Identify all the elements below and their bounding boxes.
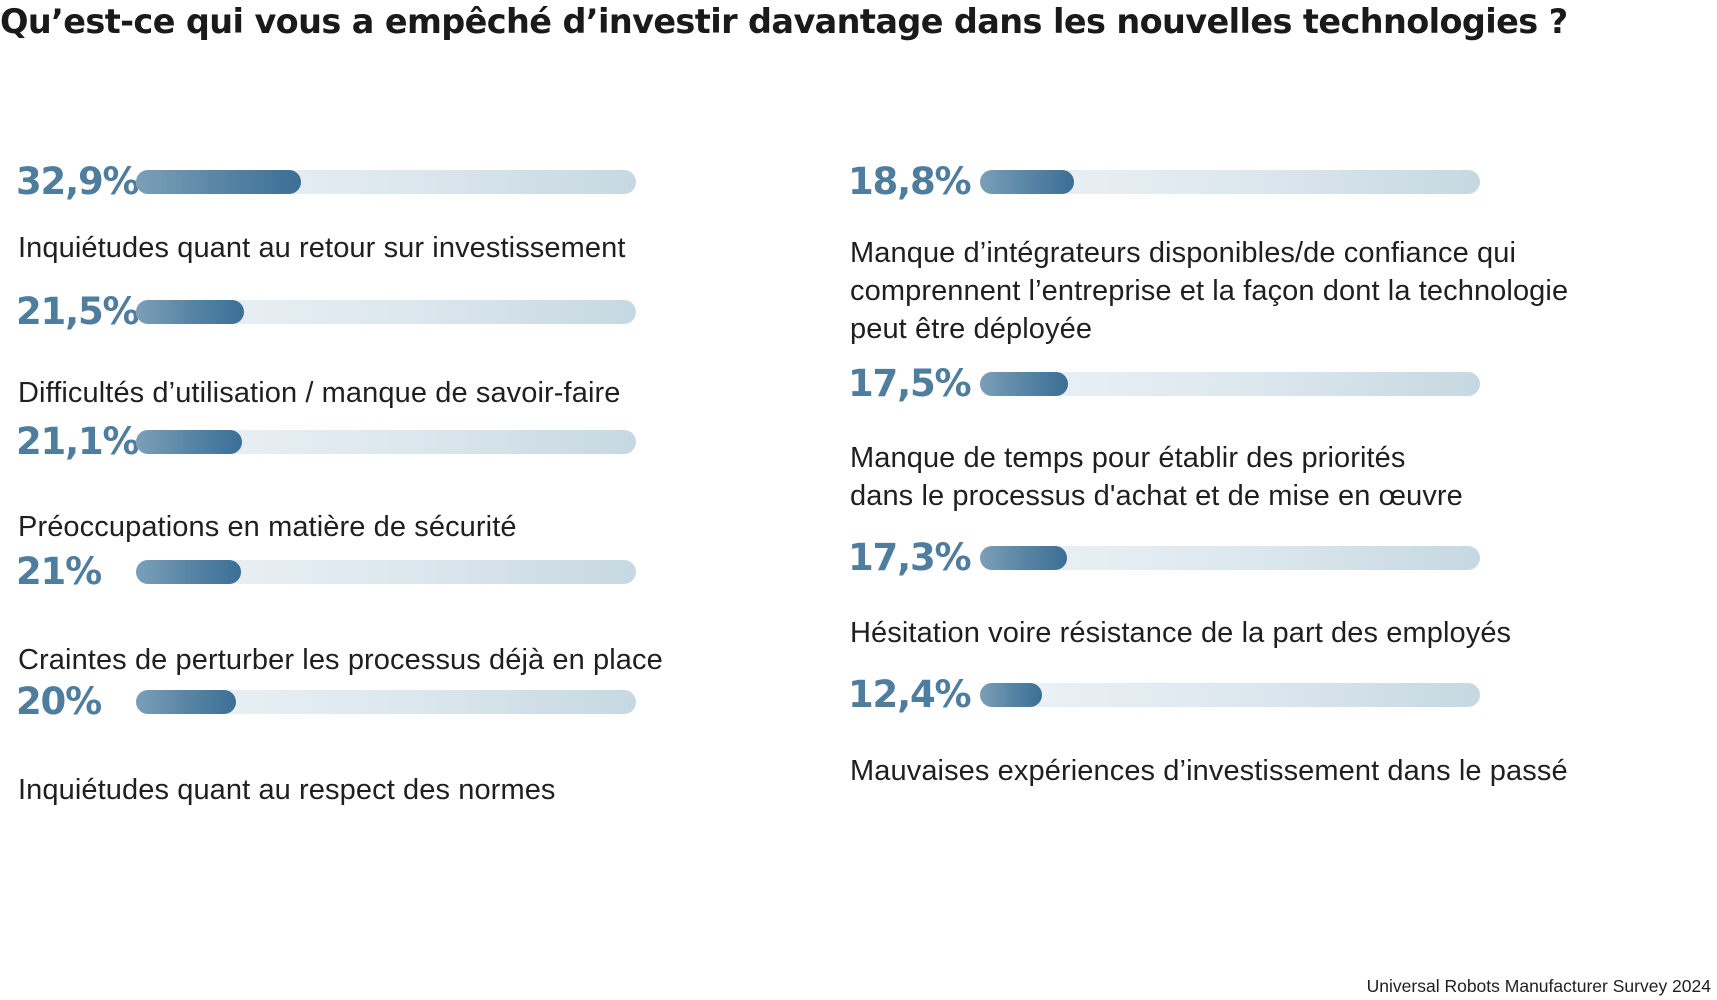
category-label-line: comprennent l’entreprise et la façon don… [850,275,1569,307]
chart-title: Qu’est-ce qui vous a empêché d’investir … [0,2,1568,41]
value-label: 18,8% [848,160,972,203]
bar-fill [980,372,1068,396]
bar-track [136,690,636,714]
category-label: Préoccupations en matière de sécurité [18,508,517,546]
category-label-line: Mauvaises expériences d’investissement d… [850,755,1568,787]
bar-fill [980,683,1042,707]
category-label: Difficultés d’utilisation / manque de sa… [18,374,620,412]
bar-fill [980,170,1074,194]
category-label: Inquiétudes quant au respect des normes [18,771,556,809]
bar-track [136,560,636,584]
bar-fill [136,300,244,324]
category-label-line: Manque de temps pour établir des priorit… [850,442,1406,474]
bar-track [136,430,636,454]
bar-fill [136,430,242,454]
bar-fill [136,690,236,714]
category-label: Manque de temps pour établir des priorit… [850,439,1463,515]
bar-track [980,372,1480,396]
bar-track [980,546,1480,570]
value-label: 12,4% [848,673,972,716]
category-label-line: dans le processus d'achat et de mise en … [850,480,1463,512]
category-label: Craintes de perturber les processus déjà… [18,641,663,679]
category-label-line: Hésitation voire résistance de la part d… [850,617,1512,649]
category-label-line: Préoccupations en matière de sécurité [18,511,517,543]
category-label-line: Manque d’intégrateurs disponibles/de con… [850,237,1516,269]
bar-fill [980,546,1067,570]
bar-fill [136,560,241,584]
category-label: Hésitation voire résistance de la part d… [850,614,1511,652]
value-label: 21,5% [16,290,140,333]
category-label-line: peut être déployée [850,313,1093,345]
category-label-line: Difficultés d’utilisation / manque de sa… [18,377,621,409]
category-label: Inquiétudes quant au retour sur investis… [18,229,626,267]
bar-fill [136,170,301,194]
source-note: Universal Robots Manufacturer Survey 202… [1366,976,1711,996]
category-label: Mauvaises expériences d’investissement d… [850,752,1568,790]
category-label-line: Craintes de perturber les processus déjà… [18,644,663,676]
category-label-line: Inquiétudes quant au retour sur investis… [18,232,626,264]
value-label: 20% [16,680,102,723]
bar-track [980,683,1480,707]
category-label-line: Inquiétudes quant au respect des normes [18,774,556,806]
value-label: 21% [16,550,102,593]
bar-track [136,300,636,324]
value-label: 32,9% [16,160,140,203]
bar-track [136,170,636,194]
category-label: Manque d’intégrateurs disponibles/de con… [850,234,1568,348]
bar-track [980,170,1480,194]
value-label: 21,1% [16,420,140,463]
value-label: 17,5% [848,362,972,405]
value-label: 17,3% [848,536,972,579]
